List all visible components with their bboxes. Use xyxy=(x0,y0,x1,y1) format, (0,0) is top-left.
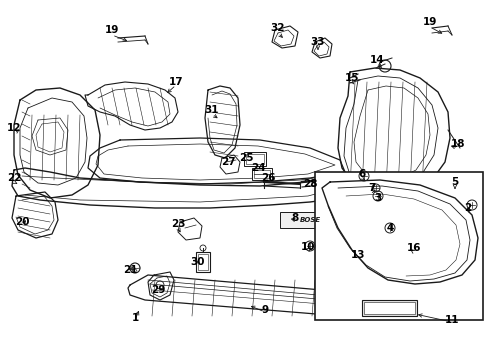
Text: 25: 25 xyxy=(238,153,253,163)
Text: BOSE: BOSE xyxy=(299,217,320,223)
Text: 5: 5 xyxy=(450,177,458,187)
Text: 19: 19 xyxy=(104,25,119,35)
Text: 18: 18 xyxy=(450,139,464,149)
Text: 8: 8 xyxy=(291,213,298,223)
Text: 7: 7 xyxy=(367,183,375,193)
Text: 17: 17 xyxy=(168,77,183,87)
Text: 16: 16 xyxy=(406,243,420,253)
Text: 4: 4 xyxy=(386,223,393,233)
Text: 31: 31 xyxy=(204,105,219,115)
Bar xyxy=(361,300,416,316)
Bar xyxy=(245,154,264,164)
Text: 6: 6 xyxy=(358,169,365,179)
Text: 27: 27 xyxy=(220,157,235,167)
Text: 10: 10 xyxy=(300,242,315,252)
Bar xyxy=(314,172,482,320)
Text: 3: 3 xyxy=(374,193,381,203)
Text: 28: 28 xyxy=(302,179,317,189)
Bar xyxy=(280,212,339,228)
Text: 32: 32 xyxy=(270,23,285,33)
Bar xyxy=(196,252,209,272)
Bar xyxy=(396,220,410,248)
Bar xyxy=(251,168,271,180)
Text: 12: 12 xyxy=(7,123,21,133)
Bar xyxy=(198,254,207,270)
Text: 24: 24 xyxy=(250,163,265,173)
Text: 23: 23 xyxy=(170,219,185,229)
Text: 11: 11 xyxy=(444,315,458,325)
Text: 22: 22 xyxy=(7,173,21,183)
Text: 21: 21 xyxy=(122,265,137,275)
Bar xyxy=(244,152,265,166)
Text: 19: 19 xyxy=(422,17,436,27)
Text: 9: 9 xyxy=(261,305,268,315)
Bar xyxy=(253,170,269,178)
Bar xyxy=(363,302,414,314)
Text: 30: 30 xyxy=(190,257,205,267)
Text: 14: 14 xyxy=(369,55,384,65)
Text: 1: 1 xyxy=(131,313,138,323)
Text: 26: 26 xyxy=(260,173,275,183)
Text: 13: 13 xyxy=(350,250,365,260)
Text: 33: 33 xyxy=(310,37,325,47)
Text: 20: 20 xyxy=(15,217,29,227)
Text: 15: 15 xyxy=(344,73,359,83)
Bar xyxy=(394,218,412,250)
Text: 29: 29 xyxy=(150,285,165,295)
Text: 2: 2 xyxy=(464,203,470,213)
